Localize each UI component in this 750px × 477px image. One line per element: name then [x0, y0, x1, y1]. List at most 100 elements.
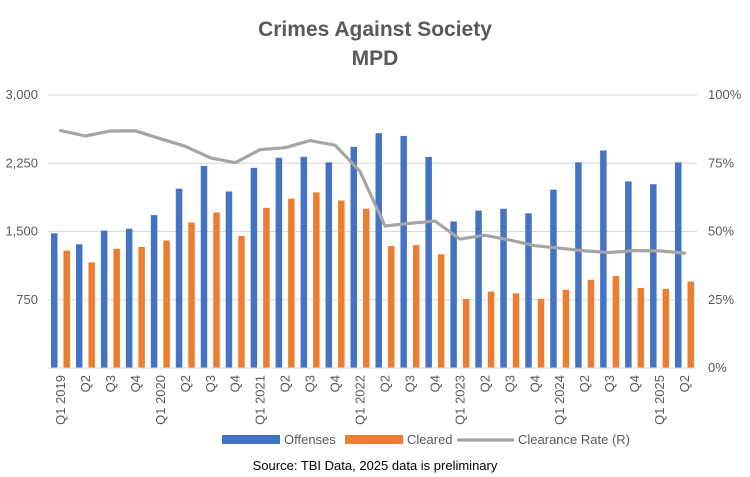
clearance-rate-line [58, 128, 687, 255]
right-axis-ticks: 0% 25% 50% 75% 100% [708, 87, 742, 375]
cleared-bar [562, 289, 570, 368]
legend-label-cleared: Cleared [407, 432, 453, 447]
legend-label-clearance-rate: Clearance Rate (R) [518, 432, 630, 447]
cleared-bar [188, 222, 195, 368]
x-tick-label: Q3 [303, 375, 318, 392]
offenses-bar [675, 162, 682, 368]
cleared-bar [138, 246, 145, 368]
offenses-bar [250, 167, 258, 368]
offenses-bar [600, 150, 607, 368]
offenses-bar [500, 208, 507, 368]
offenses-bar [475, 210, 482, 368]
x-tick-label: Q3 [502, 375, 517, 392]
x-tick-label: Q4 [228, 375, 243, 392]
cleared-bar [537, 298, 545, 368]
x-tick-label: Q4 [427, 375, 442, 392]
cleared-bar [313, 192, 320, 368]
offenses-bar [275, 157, 283, 368]
chart-title: Crimes Against Society [258, 18, 492, 41]
x-tick-label: Q4 [527, 375, 542, 392]
offenses-bar [325, 162, 333, 368]
cleared-bar [163, 240, 170, 368]
x-tick-label: Q1 2023 [452, 375, 467, 425]
cleared-bar [288, 198, 295, 368]
x-tick-label: Q1 2025 [652, 375, 667, 425]
offenses-bar [625, 181, 632, 368]
legend-swatch-cleared [345, 435, 403, 444]
offenses-bar [300, 156, 308, 368]
offenses-bar [550, 189, 557, 368]
left-tick-label: 3,000 [5, 87, 38, 102]
cleared-bar [662, 288, 670, 368]
cleared-bar [462, 298, 470, 368]
cleared-bar [363, 208, 370, 368]
x-tick-label: Q2 [577, 375, 592, 392]
legend-label-offenses: Offenses [284, 432, 336, 447]
x-tick-label: Q1 2021 [253, 375, 268, 425]
offenses-bar [425, 156, 432, 368]
x-tick-label: Q2 [378, 375, 393, 392]
cleared-bar [587, 279, 595, 368]
offenses-bar [125, 228, 133, 368]
right-tick-label: 75% [708, 155, 734, 170]
right-tick-label: 50% [708, 224, 734, 239]
left-tick-label: 750 [16, 292, 38, 307]
x-tick-label: Q2 [677, 375, 692, 392]
right-tick-label: 0% [708, 360, 727, 375]
cleared-bar [437, 254, 445, 368]
offenses-bar [350, 146, 358, 368]
offenses-bar [400, 135, 407, 368]
offenses-bar [450, 221, 457, 368]
x-tick-label: Q2 [78, 375, 93, 392]
x-tick-label: Q1 2022 [353, 375, 368, 425]
cleared-bar [113, 248, 120, 368]
cleared-bar [213, 212, 220, 368]
x-tick-label: Q3 [402, 375, 417, 392]
x-tick-label: Q3 [103, 375, 118, 392]
cleared-bar [687, 281, 695, 368]
left-tick-label: 2,250 [5, 155, 38, 170]
cleared-bar [637, 287, 645, 368]
offenses-bar [75, 244, 83, 368]
offenses-bar [175, 188, 183, 368]
cleared-bar [512, 293, 520, 368]
x-tick-label: Q4 [328, 375, 343, 392]
cleared-bar [387, 246, 395, 368]
x-tick-label: Q2 [278, 375, 293, 392]
source-note: Source: TBI Data, 2025 data is prelimina… [253, 458, 498, 473]
x-tick-label: Q2 [477, 375, 492, 392]
x-tick-label: Q4 [627, 375, 642, 392]
cleared-bar [63, 250, 70, 368]
offenses-bar [575, 162, 582, 368]
bars [50, 133, 695, 368]
x-tick-label: Q1 2024 [552, 375, 567, 425]
x-tick-label: Q3 [203, 375, 218, 392]
left-tick-label: 1,500 [5, 224, 38, 239]
clearance-rate-series-line [58, 128, 687, 255]
x-tick-label: Q1 2019 [53, 375, 68, 425]
cleared-bar [412, 245, 420, 368]
offenses-bar [650, 184, 657, 368]
chart-subtitle: MPD [352, 47, 399, 70]
right-tick-label: 100% [708, 87, 742, 102]
right-tick-label: 25% [708, 292, 734, 307]
offenses-bar [225, 191, 233, 368]
cleared-bar [263, 207, 270, 368]
legend: Offenses Cleared Clearance Rate (R) [222, 432, 630, 447]
x-axis-labels: Q1 2019 Q2 Q3 Q4 Q1 2020 Q2 Q3 Q4 Q1 2021 Q2 Q3 Q4 Q… [53, 375, 692, 425]
left-axis-ticks: 750 1,500 2,250 3,000 [5, 87, 38, 307]
x-tick-label: Q2 [178, 375, 193, 392]
x-tick-label: Q3 [602, 375, 617, 392]
cleared-bar [612, 276, 620, 368]
x-tick-label: Q4 [128, 375, 143, 392]
offenses-bar [525, 213, 532, 368]
offenses-bar [50, 233, 58, 368]
offenses-bar [150, 215, 158, 368]
offenses-bar [100, 230, 108, 368]
cleared-bar [487, 291, 495, 368]
offenses-bar [375, 133, 382, 368]
offenses-bar [200, 165, 208, 368]
cleared-bar [238, 236, 245, 368]
legend-swatch-offenses [222, 435, 280, 444]
